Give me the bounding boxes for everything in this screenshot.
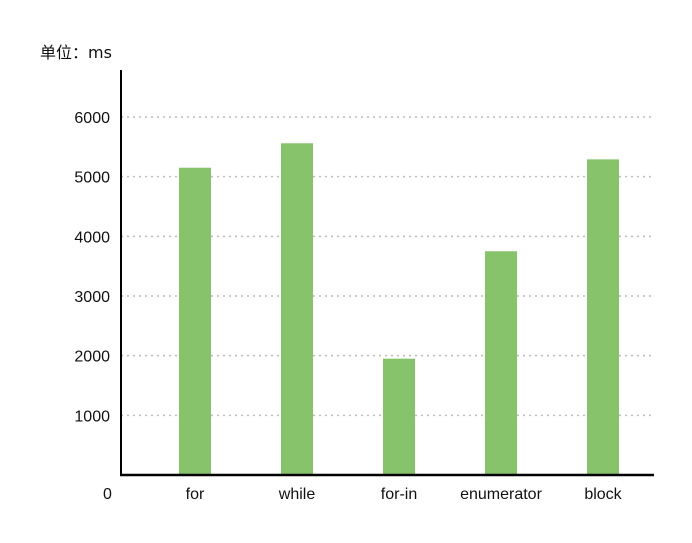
bar-while: [281, 143, 313, 475]
x-tick-label: for-in: [381, 486, 417, 503]
bar-for-in: [383, 358, 415, 475]
bar-for: [179, 167, 211, 475]
origin-label: 0: [103, 486, 112, 503]
y-unit-label: 单位：ms: [40, 43, 112, 62]
y-tick-label: 5000: [74, 170, 110, 187]
y-ticks: 1000 2000 3000 4000 5000 6000: [74, 110, 110, 425]
x-tick-label: block: [584, 486, 622, 503]
x-tick-label: for: [186, 486, 205, 503]
x-ticks: for while for-in enumerator block: [186, 486, 623, 503]
x-tick-label: enumerator: [460, 486, 542, 503]
bars: [179, 143, 619, 475]
bar-enumerator: [485, 251, 517, 475]
y-tick-label: 2000: [74, 349, 110, 366]
y-tick-label: 6000: [74, 110, 110, 127]
y-tick-label: 3000: [74, 289, 110, 306]
y-tick-label: 1000: [74, 408, 110, 425]
y-tick-label: 4000: [74, 229, 110, 246]
x-tick-label: while: [278, 486, 316, 503]
bar-block: [587, 159, 619, 475]
